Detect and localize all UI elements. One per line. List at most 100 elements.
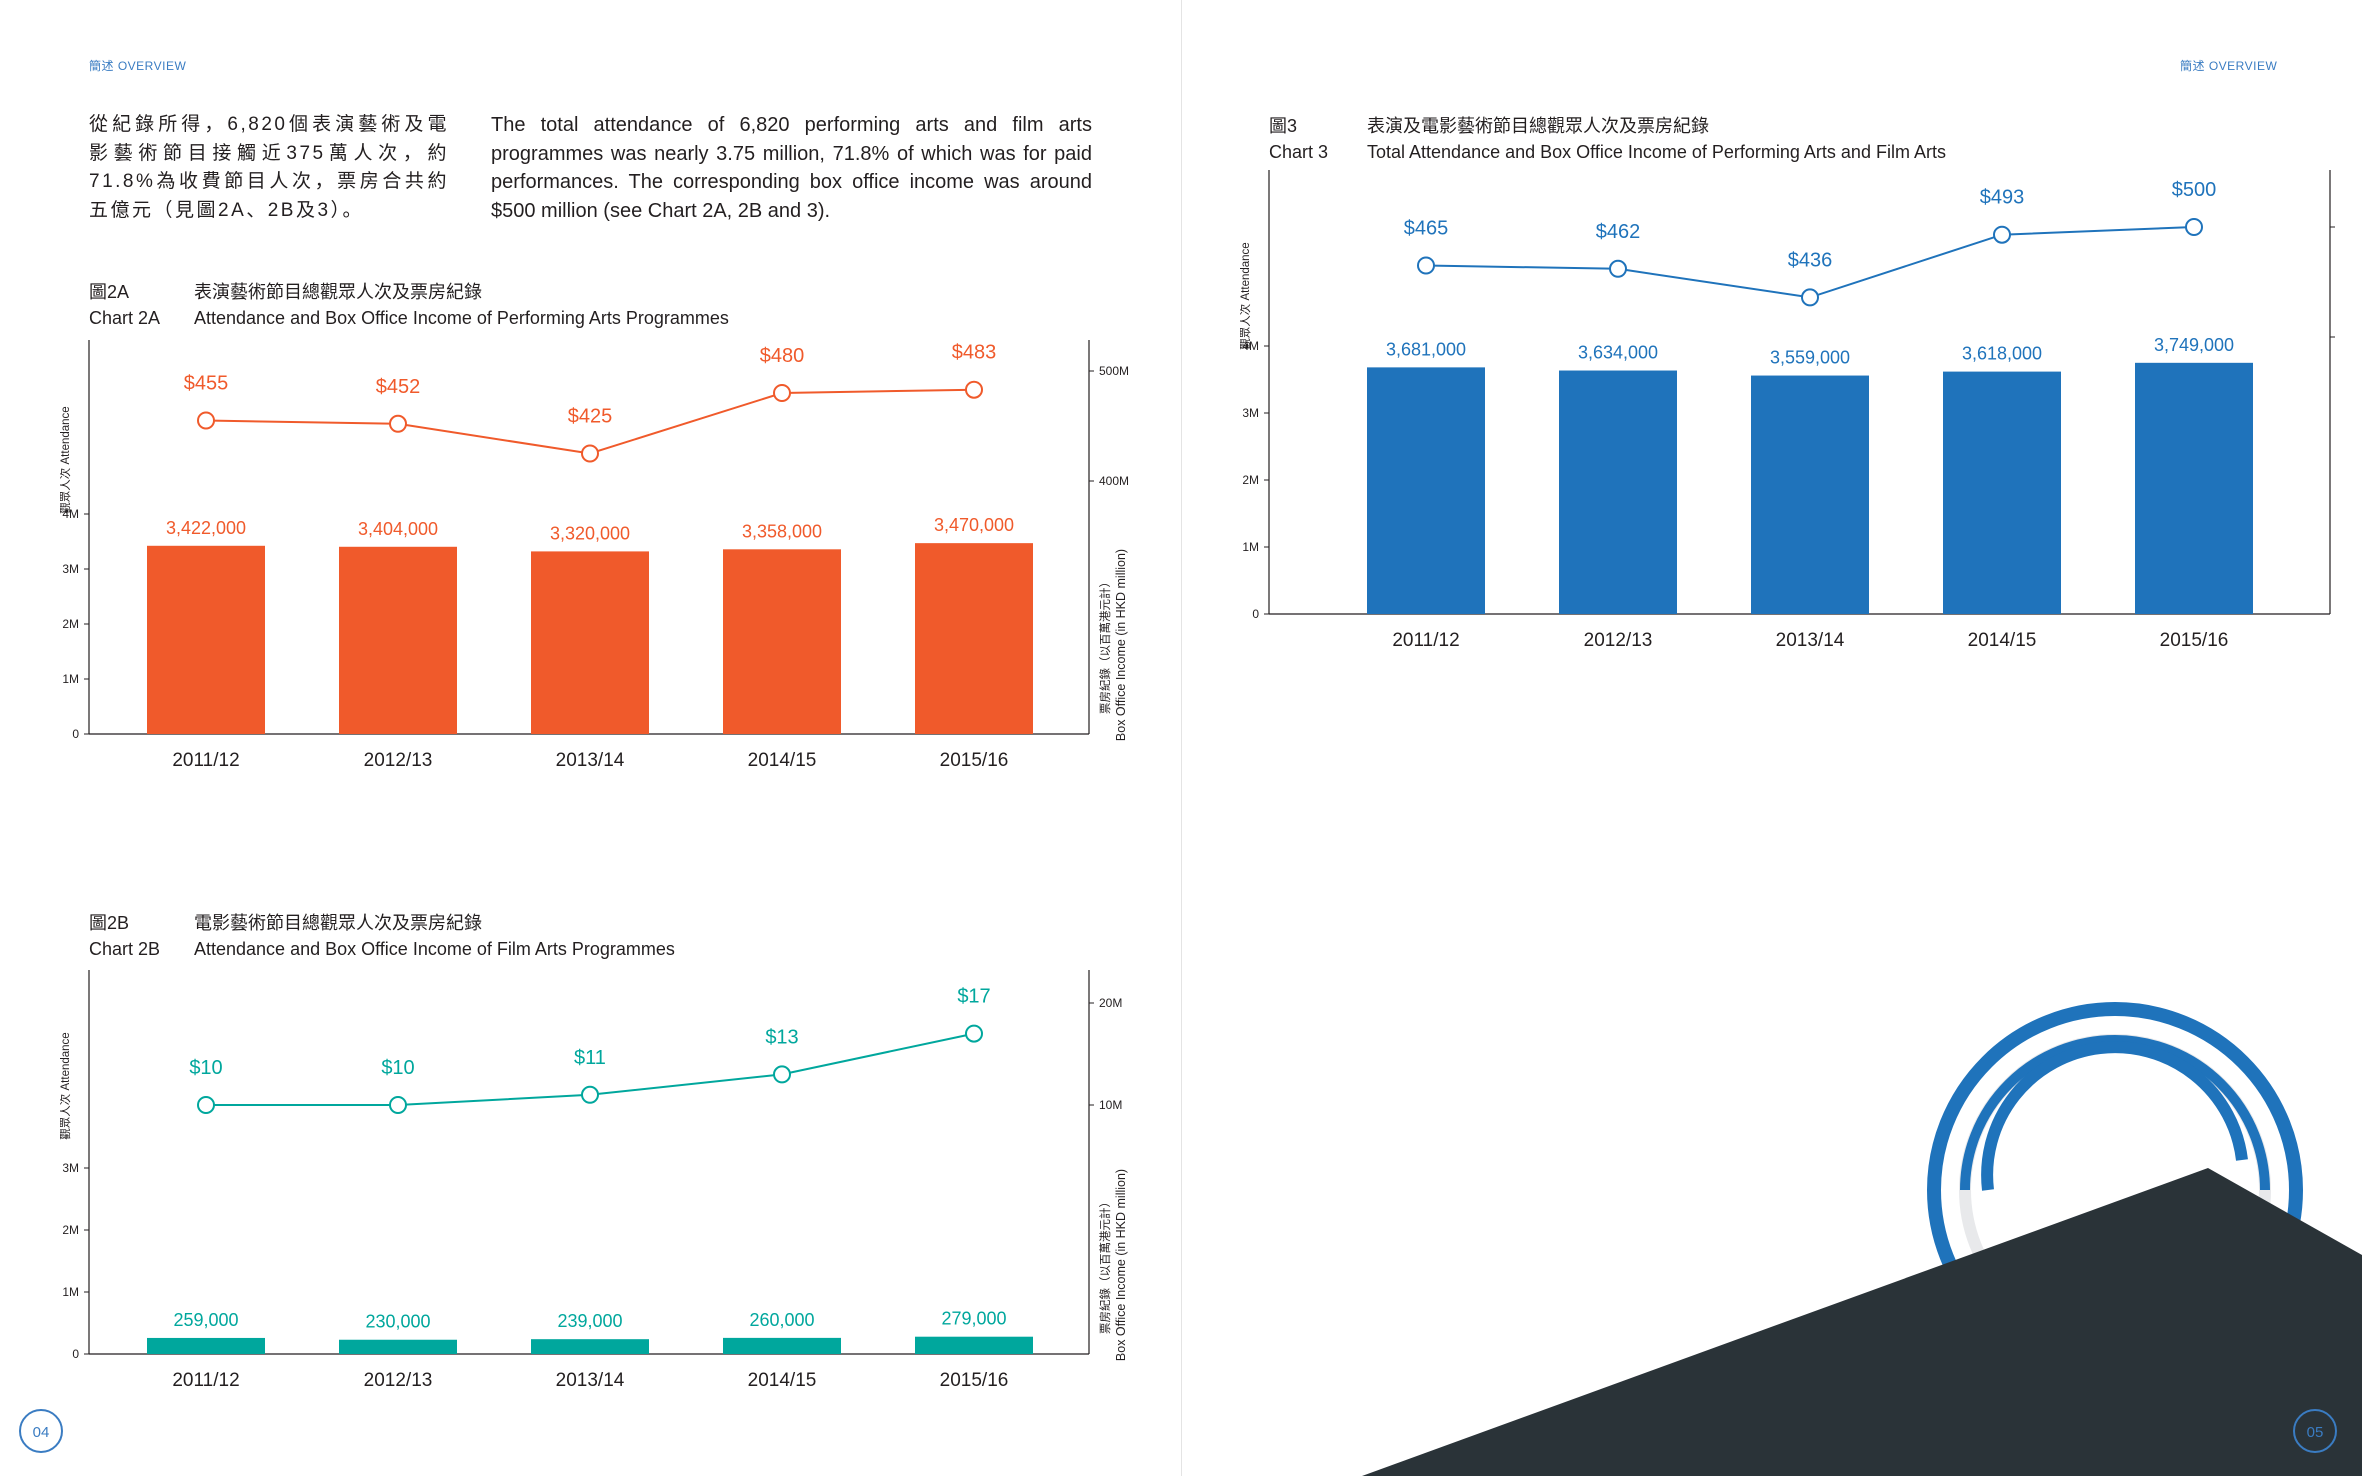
line-value-label: $13 [765,1026,798,1048]
bar [723,549,841,734]
chart-2a-title: 圖2A 表演藝術節目總觀眾人次及票房紀錄 Chart 2A Attendance a… [89,279,729,331]
bar-value-label: 239,000 [557,1311,622,1331]
x-tick-label: 2014/15 [1968,630,2037,651]
left-tick-label: 4M [1242,339,1259,353]
bar [915,543,1033,734]
right-tick-label: 400M [1099,474,1129,488]
left-tick-label: 2M [62,1223,79,1237]
chart-3-title-en: Total Attendance and Box Office Income o… [1367,142,1946,162]
chart-2a-title-zh: 表演藝術節目總觀眾人次及票房紀錄 [194,282,482,302]
line-value-label: $462 [1596,221,1641,243]
right-axis-title-en: Box Office Income (in HKD million) [1114,1169,1128,1361]
chart-2a-label-en: Chart 2A [89,308,161,328]
bar [531,551,649,734]
page-number-right: 05 [2293,1409,2337,1453]
chart-2b-title: 圖2B 電影藝術節目總觀眾人次及票房紀錄 Chart 2B Attendance a… [89,910,675,962]
bar [339,1339,457,1354]
line-value-label: $10 [189,1057,222,1079]
page-number-left: 04 [19,1409,63,1453]
line-value-label: $455 [184,373,229,395]
bar [147,545,265,734]
x-tick-label: 2011/12 [172,1370,239,1391]
line-value-label: $483 [952,342,997,364]
left-tick-label: 3M [62,562,79,576]
chart-3-label-zh: 圖3 [1269,116,1298,136]
bar-value-label: 3,404,000 [358,519,438,539]
deco-inner-arc [1981,1041,2248,1191]
line-point [197,411,215,430]
page-divider [1181,0,1182,1476]
left-tick-label: 0 [72,727,79,741]
chart-2b-title-zh: 電影藝術節目總觀眾人次及票房紀錄 [194,913,482,933]
chart-2a-label-zh: 圖2A [89,282,130,302]
line-point [773,1065,791,1084]
bar-value-label: 279,000 [941,1309,1006,1329]
line-value-label: $425 [568,406,613,428]
left-tick-label: 0 [1252,607,1259,621]
bar [723,1337,841,1354]
bar [147,1337,265,1354]
x-tick-label: 2015/16 [940,1370,1009,1391]
x-tick-label: 2015/16 [2160,630,2229,651]
right-tick-label: 20M [1099,996,1122,1010]
bar-value-label: 3,358,000 [742,521,822,541]
bar-value-label: 230,000 [365,1312,430,1332]
left-axis-title: 觀眾人次 Attendance [60,1032,72,1139]
line-value-label: $480 [760,345,805,367]
left-page: 簡述 OVERVIEW 從紀錄所得，6,820個表演藝術及電影藝術節目接觸近37… [0,0,1180,1476]
bar-value-label: 3,749,000 [2154,335,2234,355]
bar [915,1336,1033,1354]
line-point [773,384,791,402]
intro-paragraph-zh: 從紀錄所得，6,820個表演藝術及電影藝術節目接觸近375萬人次，約71.8%為… [89,114,449,221]
bar [339,546,457,734]
chart-2a: 0 1M 2M 3M 4M 400M 500M 觀眾人次 Attendance 票房紀錄（以百萬… [60,340,1129,771]
x-tick-label: 2011/12 [172,750,239,771]
line-point [1801,288,1819,307]
x-tick-label: 2011/12 [1392,630,1459,651]
line-point [197,1096,215,1114]
x-tick-label: 2012/13 [364,1370,433,1391]
line-point [581,1085,599,1104]
left-tick-label: 1M [62,1285,79,1299]
left-tick-label: 3M [62,1161,79,1175]
x-tick-label: 2013/14 [556,750,625,771]
left-tick-label: 1M [1242,540,1259,554]
x-tick-label: 2012/13 [1584,630,1653,651]
bar-value-label: 3,470,000 [934,515,1014,535]
line-point [965,380,983,399]
bar-value-label: 3,634,000 [1578,343,1658,363]
chart-3-label-en: Chart 3 [1269,142,1329,162]
line-point [389,414,407,433]
line-point [1417,256,1435,275]
bar-value-label: 3,320,000 [550,523,630,543]
left-tick-label: 3M [1242,406,1259,420]
section-header-right: 簡述 OVERVIEW [2180,59,2278,73]
line-value-label: $17 [957,986,990,1008]
bar-value-label: 3,559,000 [1770,348,1850,368]
x-tick-label: 2013/14 [1776,630,1845,651]
right-axis-title-zh: 票房紀錄（以百萬港元計） [1098,1196,1112,1334]
chart-2b: 0 1M 2M 3M 10M 20M 觀眾人次 Attendance 票房紀錄（以百萬港元計）… [60,970,1128,1391]
right-tick-label: 10M [1099,1098,1122,1112]
line-point [965,1024,983,1043]
line-value-label: $436 [1788,249,1833,271]
line-point [1609,259,1627,278]
line-point [389,1096,407,1114]
right-axis-title-zh: 票房紀錄（以百萬港元計） [1098,576,1112,714]
chart-2b-label-zh: 圖2B [89,913,130,933]
line-value-label: $493 [1980,187,2025,209]
bar [2135,362,2253,614]
right-page: 簡述 OVERVIEW 圖3 表演及電影藝術節目總觀眾人次及票房紀錄 Chart … [1182,0,2362,1476]
chart-3-title-zh: 表演及電影藝術節目總觀眾人次及票房紀錄 [1367,116,1709,136]
bar [1943,371,2061,614]
decorative-graphic [1362,1002,2362,1476]
left-tick-label: 2M [62,617,79,631]
section-header: 簡述 OVERVIEW [89,59,187,73]
x-tick-label: 2014/15 [748,750,817,771]
deco-middle-arc [1960,1035,2270,1191]
line-value-label: $11 [574,1047,606,1069]
line-point [581,444,599,463]
bar [1751,375,1869,614]
x-tick-label: 2012/13 [364,750,433,771]
